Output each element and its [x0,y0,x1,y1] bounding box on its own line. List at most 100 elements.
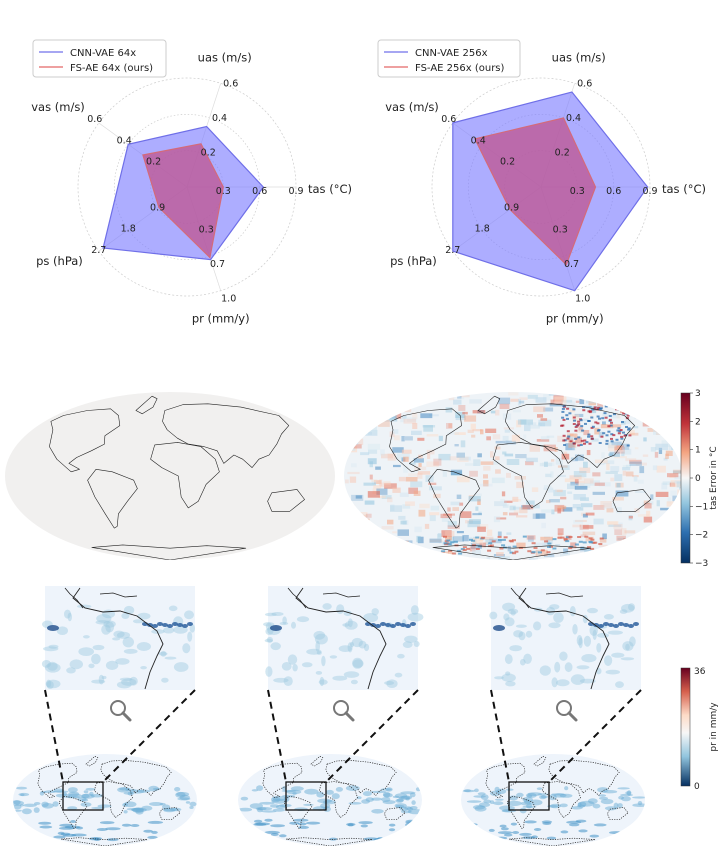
radar-tick-label: 0.4 [117,135,132,146]
radar-axis-label: tas (°C) [662,182,706,196]
coastline [492,442,564,509]
coastline [61,837,148,846]
zoom-region-box [285,781,327,811]
radar-tick-label: 0.3 [570,186,585,197]
legend-label-fs-256x: FS-AE 256x (ours) [415,63,505,74]
coastline [91,544,247,560]
radar-axis-label: pr (mm/y) [546,312,604,326]
radar-tick-label: 0.2 [500,157,515,168]
coastline [159,807,181,820]
coastline [162,403,290,468]
pr-colorbar-label: pr in mm/y [709,702,718,752]
radar-axis-label: ps (hPa) [390,254,437,268]
coastlines [49,395,305,560]
coastline [477,395,501,415]
zoom-connector [548,689,642,783]
zoom-connector [490,689,510,783]
radar-tick-label: 0.9 [150,202,165,213]
coastline [49,408,121,473]
tas-colorbar-tick: −3 [695,559,708,569]
coastline [87,468,138,529]
legend-label-cnn-256x: CNN-VAE 256x [415,48,488,59]
zoom-connector [44,689,64,783]
radar-tick-label: 0.6 [252,186,267,197]
zoom-region-box [508,781,550,811]
radar-tick-label: 1.0 [575,294,590,305]
radar-tick-label: 0.6 [223,78,238,89]
coastline [612,489,652,512]
tas-colorbar-tick: −1 [695,502,708,512]
coastline [389,408,462,473]
radar-axis-label: ps (hPa) [36,254,83,268]
radar-tick-label: 0.2 [555,147,570,158]
tas-colorbar-tick: 2 [695,417,701,427]
zoom-inset [491,586,641,690]
tas-colorbar: 3 2 1 0 −1 −2 −3 tas Error in °C [680,389,718,569]
tas-colorbar-tick: 0 [695,474,701,484]
radar-tick-label: 0.4 [471,135,486,146]
radar-chart-64x: 0.2 0.4 0.6 0.3 0.6 0.9 0.3 0.7 1.0 0.9 1.8 2.7 0.2 0… [31,50,352,325]
radar-axis-label: tas (°C) [308,182,352,196]
radar-axis-label: vas (m/s) [31,100,85,114]
radar-tick-label: 0.4 [566,113,581,124]
radar-tick-label: 0.4 [212,113,227,124]
radar-tick-label: 0.7 [564,259,579,270]
radar-tick-label: 0.3 [553,225,568,236]
series-fs-ae-area [142,143,224,259]
coastline [85,755,99,767]
tas-error-map-left [5,392,335,560]
legend-label-cnn-64x: CNN-VAE 64x [70,48,136,59]
radar-tick-label: 0.2 [201,147,216,158]
radar-axis-label: uas (m/s) [552,50,606,64]
tas-colorbar-label: tas Error in °C [709,446,718,509]
radar-tick-label: 2.7 [91,245,106,256]
radar-tick-label: 0.7 [210,259,225,270]
pr-colorbar: 36 0 pr in mm/y [680,667,718,792]
radar-tick-label: 0.6 [577,78,592,89]
radar-tick-label: 0.9 [504,202,519,213]
coastline [135,395,158,415]
radar-axis-label: uas (m/s) [198,50,252,64]
zoom-connector [325,689,419,783]
radar-tick-label: 2.7 [445,245,460,256]
tas-colorbar-tick: 3 [695,389,701,399]
coastline [267,489,305,512]
magnifier-icon [556,700,578,722]
pr-map [13,754,197,846]
radar-tick-label: 0.3 [199,225,214,236]
coastline [286,837,373,846]
radar-tick-label: 0.6 [87,114,102,125]
radar-chart-256x: 0.2 0.4 0.6 0.3 0.6 0.9 0.3 0.7 1.0 0.9 1.8 2.7 0.2 0… [385,50,706,325]
radar-tick-label: 1.8 [475,224,490,235]
coastline [310,755,324,767]
radar-axis-label: pr (mm/y) [192,312,250,326]
coastline [150,442,220,509]
radar-tick-label: 0.6 [441,114,456,125]
magnifier-icon [333,700,355,722]
legend-64x: CNN-VAE 64x FS-AE 64x (ours) [32,39,167,78]
tas-error-map-right [344,392,682,560]
coastline [428,468,480,529]
coastline [325,760,397,796]
tas-colorbar-tick: −2 [695,531,708,541]
coastlines [389,395,652,560]
coastline [485,762,526,799]
precipitation-maps [13,586,645,846]
zoom-connector [267,689,287,783]
zoom-region-box [62,781,104,811]
zoom-inset [45,586,195,690]
radar-tick-label: 1.0 [221,294,236,305]
coastline [37,762,78,799]
series-fs-ae-area [474,117,597,266]
radar-tick-label: 0.6 [606,186,621,197]
radar-tick-label: 0.9 [642,186,657,197]
tas-colorbar-tick: 1 [695,446,701,456]
pr-colorbar-tick-max: 36 [694,667,706,677]
coastline [548,760,620,796]
coastline [533,755,547,767]
coastline [509,837,596,846]
coastline [100,760,172,796]
coastline [607,807,629,820]
zoom-inset [268,586,418,690]
legend-label-fs-64x: FS-AE 64x (ours) [70,63,153,74]
